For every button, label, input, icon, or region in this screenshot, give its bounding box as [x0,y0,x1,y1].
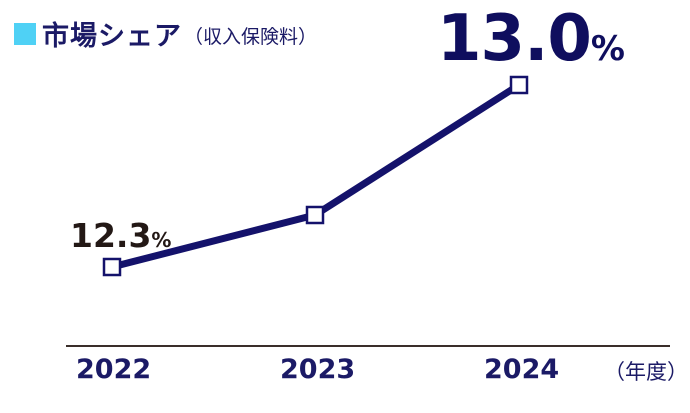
legend-subtitle: （収入保険料） [184,26,318,48]
legend-title: 市場シェア [42,21,182,52]
data-label-unit: % [151,228,172,252]
x-tick-2023: 2023 [280,354,356,385]
series-line [111,82,521,271]
legend-swatch [14,22,36,45]
data-point-2023 [305,205,325,225]
chart-legend: 市場シェア （収入保険料） [14,14,317,53]
data-label-2022: 12.3% [70,216,171,255]
data-point-2022 [102,257,122,277]
x-axis-unit: （年度） [604,360,688,384]
data-label-unit: % [590,29,625,69]
data-label-value: 13.0 [437,2,592,76]
x-tick-2022: 2022 [76,354,152,385]
data-label-value: 12.3 [70,216,152,255]
data-point-2024 [509,75,529,95]
x-tick-2024: 2024 [484,354,560,385]
data-label-2024: 13.0% [437,2,625,76]
